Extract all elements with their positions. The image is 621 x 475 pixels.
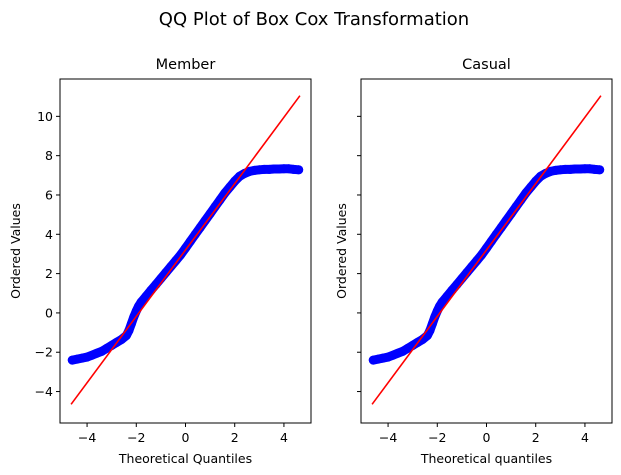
member-qq-point	[195, 222, 205, 232]
casual-x-tick-label: −2	[428, 430, 446, 445]
member-y-tick-label: 10	[37, 109, 53, 124]
member-y-tick-label: 4	[45, 227, 53, 242]
member-qq-point	[136, 297, 146, 307]
member-x-tick-label: −2	[127, 430, 145, 445]
member-qq-point	[210, 202, 220, 212]
member-y-tick-label: 8	[45, 148, 53, 163]
casual-x-tick-label: −4	[379, 430, 397, 445]
casual-points-band	[368, 164, 605, 365]
member-x-tick-label: 0	[182, 430, 190, 445]
casual-qq-point	[511, 202, 521, 212]
member-qq-point	[294, 165, 304, 175]
panel-member: Member −4 −2 0 2 4 −4 −2 0 2 4 6 8 10 Theoretical Qu…	[8, 57, 312, 466]
member-qq-point	[200, 216, 210, 225]
casual-x-tick-label: 0	[483, 430, 491, 445]
member-fit-line	[70, 95, 301, 405]
member-points-band	[67, 164, 304, 365]
member-y-tick-label: −2	[35, 345, 53, 360]
casual-qq-point	[496, 222, 506, 232]
panel-casual: Casual −4 −2 0 2 4 Theoretical quantiles Ord…	[334, 57, 613, 466]
casual-fit-line	[371, 95, 602, 405]
casual-qq-point	[467, 262, 477, 272]
casual-qq-point	[516, 195, 526, 205]
member-x-tick-label: 2	[231, 430, 239, 445]
member-qq-point	[205, 209, 215, 219]
panel-title-member: Member	[156, 57, 216, 73]
casual-qq-point	[442, 291, 452, 301]
member-data-layer	[67, 95, 304, 405]
member-qq-point	[220, 188, 230, 198]
casual-qq-point	[521, 188, 531, 198]
casual-qq-point	[595, 165, 605, 175]
member-qq-point	[141, 291, 151, 301]
casual-qq-point	[526, 182, 536, 192]
casual-data-layer	[368, 95, 605, 405]
member-qq-point	[225, 182, 235, 192]
casual-qq-point	[491, 229, 501, 239]
member-x-tick-label: −4	[78, 430, 96, 445]
casual-qq-point	[472, 256, 482, 266]
casual-qq-point	[501, 216, 511, 225]
member-y-axis-label: Ordered Values	[8, 203, 23, 299]
casual-qq-point	[437, 297, 447, 307]
casual-x-axis-label: Theoretical quantiles	[420, 451, 552, 466]
member-qq-point	[185, 236, 195, 246]
figure-title: QQ Plot of Box Cox Transformation	[159, 9, 469, 30]
member-qq-point	[171, 256, 181, 266]
member-qq-point	[166, 262, 176, 272]
casual-x-tick-label: 2	[532, 430, 540, 445]
member-y-tick-label: 2	[45, 266, 53, 281]
casual-x-tick-label: 4	[581, 430, 589, 445]
casual-qq-point	[486, 236, 496, 246]
casual-y-axis-label: Ordered Values	[334, 203, 349, 299]
casual-qq-point	[506, 209, 516, 219]
member-qq-point	[190, 229, 200, 239]
member-x-axis-label: Theoretical Quantiles	[118, 451, 252, 466]
member-y-tick-label: 6	[45, 187, 53, 202]
member-y-tick-label: 0	[45, 305, 53, 320]
member-qq-point	[215, 195, 225, 205]
member-x-tick-label: 4	[280, 430, 288, 445]
panel-title-casual: Casual	[462, 57, 511, 73]
member-y-tick-label: −4	[35, 384, 53, 399]
